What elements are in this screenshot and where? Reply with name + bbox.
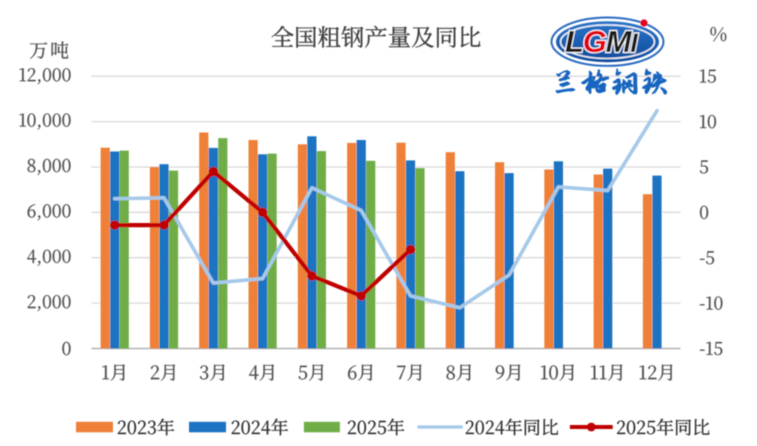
- svg-text:LGMI: LGMI: [565, 24, 638, 59]
